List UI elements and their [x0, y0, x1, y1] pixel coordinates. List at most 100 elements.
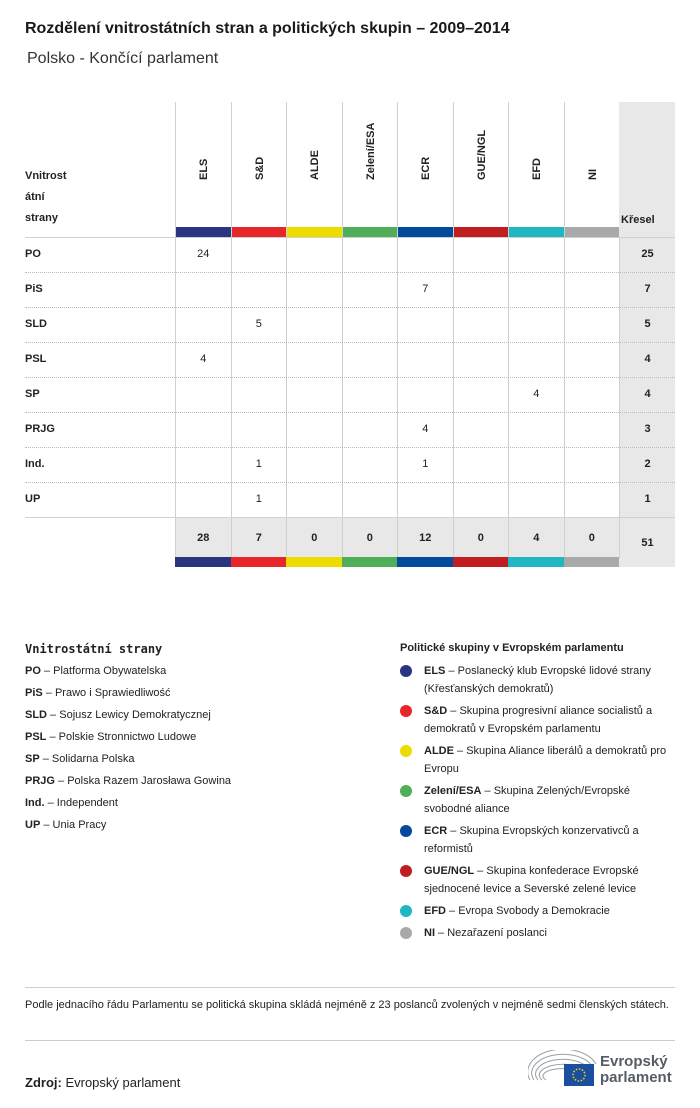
group-total: 12	[397, 518, 453, 558]
seat-cell	[508, 273, 564, 308]
color-dot-icon	[400, 865, 412, 877]
seat-cell	[286, 378, 342, 413]
logo-line1: Evropský	[600, 1053, 668, 1070]
group-total: 0	[563, 518, 619, 558]
table-row: PSL 4 4	[25, 342, 675, 378]
group-total: 0	[341, 518, 397, 558]
group-column-header: NI	[563, 102, 619, 237]
seat-cell	[175, 448, 231, 483]
seat-cell	[508, 448, 564, 483]
seat-cell	[341, 308, 398, 343]
seat-cell	[563, 448, 620, 483]
group-abbr: ELS	[424, 665, 446, 677]
row-total: 3	[619, 413, 675, 448]
group-color-bar	[342, 227, 397, 237]
seat-cell	[452, 343, 509, 378]
seat-cell	[452, 378, 509, 413]
seat-cell	[508, 308, 564, 343]
party-label: SLD	[25, 318, 47, 330]
source-label: Zdroj:	[25, 1075, 62, 1090]
group-color-bar	[453, 227, 508, 237]
seat-cell	[397, 238, 453, 273]
table-row: PiS 7 7	[25, 272, 675, 308]
group-total: 7	[230, 518, 286, 558]
party-name: Platforma Obywatelska	[53, 665, 167, 677]
seat-cell	[286, 483, 342, 518]
seat-cell	[341, 448, 398, 483]
seat-cell: 5	[230, 308, 287, 343]
seat-cell	[286, 238, 342, 273]
table-row: SP 4 4	[25, 377, 675, 413]
group-name: ALDE	[308, 150, 321, 180]
seat-cell	[286, 343, 342, 378]
seat-cell	[452, 413, 509, 448]
total-column-bg	[619, 102, 675, 567]
seat-cell	[175, 413, 231, 448]
group-column-header: ELS	[175, 102, 231, 237]
group-name: EFD	[530, 158, 543, 180]
group-color-bar	[176, 227, 231, 237]
party-name: Solidarna Polska	[51, 753, 135, 765]
seat-cell	[563, 238, 620, 273]
group-column-header: S&D	[230, 102, 286, 237]
national-parties-legend: Vnitrostátní strany PO – Platforma Obywa…	[25, 642, 231, 836]
group-full-name: Skupina konfederace Evropské sjednocené …	[424, 865, 639, 895]
seat-cell	[563, 483, 620, 518]
color-dot-icon	[400, 665, 412, 677]
group-full-name: Skupina Zelených/Evropské svobodné alian…	[424, 785, 631, 815]
group-legend-item: ECR – Skupina Evropských konzervativců a…	[400, 822, 680, 858]
group-legend-item: EFD – Evropa Svobody a Demokracie	[400, 902, 680, 920]
group-legend-item: Zelení/ESA – Skupina Zelených/Evropské s…	[400, 782, 680, 818]
group-full-name: Skupina Aliance liberálů a demokratů pro…	[424, 745, 667, 775]
national-legend-item: Ind. – Independent	[25, 797, 118, 809]
seat-cell	[397, 308, 453, 343]
groups-legend-title: Politické skupiny v Evropském parlamentu	[400, 642, 624, 654]
seat-cell	[230, 378, 287, 413]
seat-cell	[175, 273, 231, 308]
group-column-header: Zelení/ESA	[341, 102, 397, 237]
party-label: SP	[25, 388, 40, 400]
group-full-name: Skupina progresivní aliance socialistů a…	[424, 705, 653, 735]
group-color-bar	[509, 227, 564, 237]
seat-cell: 24	[175, 238, 231, 273]
table-row: PO 24 25	[25, 237, 675, 273]
group-name: NI	[586, 169, 599, 180]
national-legend-item: PiS – Prawo i Sprawiedliwość	[25, 687, 171, 699]
total-header-label: Křesel	[621, 214, 655, 226]
seat-cell	[230, 343, 287, 378]
seat-cell: 4	[175, 343, 231, 378]
group-legend-item: S&D – Skupina progresivní aliance social…	[400, 702, 680, 738]
party-label: PO	[25, 248, 41, 260]
party-name: Sojusz Lewicy Demokratycznej	[59, 709, 211, 721]
seat-cell	[508, 238, 564, 273]
row-total: 4	[619, 378, 675, 413]
table-row: PRJG 4 3	[25, 412, 675, 448]
group-color-bar	[287, 227, 342, 237]
seat-cell	[452, 448, 509, 483]
group-full-name: Nezařazení poslanci	[447, 927, 547, 939]
seat-cell	[341, 483, 398, 518]
party-label: UP	[25, 493, 41, 505]
seat-cell: 7	[397, 273, 453, 308]
group-name: Zelení/ESA	[364, 122, 377, 180]
group-color-bar	[397, 557, 453, 567]
seat-cell	[341, 378, 398, 413]
seat-cell	[563, 343, 620, 378]
group-total: 0	[452, 518, 508, 558]
national-legend-item: SP – Solidarna Polska	[25, 753, 135, 765]
seat-cell	[286, 308, 342, 343]
table-row: SLD 5 5	[25, 307, 675, 343]
table-row: Ind. 1 1 2	[25, 447, 675, 483]
seats-table: Vnitrost átní strany Křesel ELS S&D ALDE Ze…	[25, 102, 675, 567]
seat-cell	[286, 448, 342, 483]
party-name: Prawo i Sprawiedliwość	[54, 687, 171, 699]
group-color-bar	[452, 557, 508, 567]
group-color-bar	[398, 227, 453, 237]
source: Zdroj: Evropský parlament	[25, 1075, 180, 1090]
group-name: S&D	[253, 156, 266, 180]
seat-cell	[341, 343, 398, 378]
logo-line2: parlament	[600, 1069, 672, 1086]
party-label: PSL	[25, 353, 47, 365]
seat-cell	[397, 483, 453, 518]
seat-cell	[508, 343, 564, 378]
